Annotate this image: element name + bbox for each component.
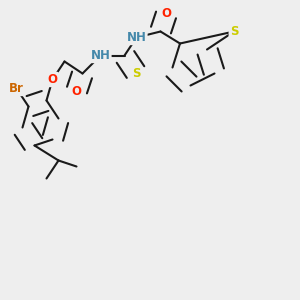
Text: Br: Br (9, 82, 24, 95)
Text: S: S (230, 25, 238, 38)
Text: O: O (47, 73, 58, 86)
Text: NH: NH (91, 49, 110, 62)
Text: NH: NH (127, 31, 146, 44)
Text: O: O (161, 7, 172, 20)
Text: S: S (132, 67, 141, 80)
Text: O: O (71, 85, 82, 98)
